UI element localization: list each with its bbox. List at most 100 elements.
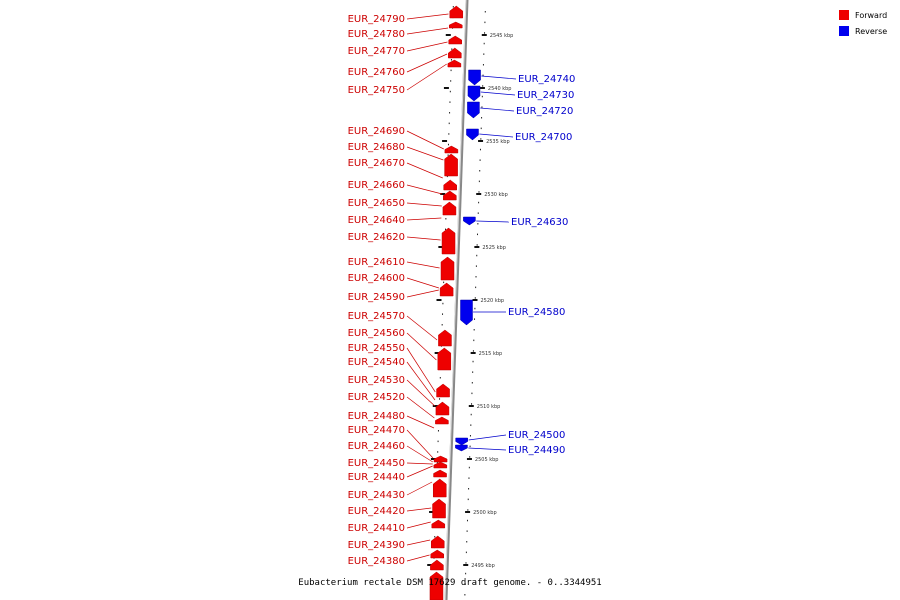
forward-gene-label[interactable]: EUR_24620	[348, 232, 405, 243]
minor-tick	[472, 360, 474, 363]
reverse-gene-arrow[interactable]	[460, 299, 473, 326]
forward-gene-label[interactable]: EUR_24750	[348, 85, 405, 96]
forward-gene-label[interactable]: EUR_24450	[348, 458, 405, 469]
forward-gene-arrow[interactable]	[438, 329, 452, 347]
genome-caption: Eubacterium rectale DSM 17629 draft geno…	[298, 578, 602, 588]
forward-gene-label[interactable]: EUR_24540	[348, 357, 405, 368]
reverse-gene-arrow[interactable]	[455, 444, 468, 452]
reverse-gene-label[interactable]: EUR_24580	[508, 307, 565, 318]
forward-gene-label[interactable]: EUR_24780	[348, 29, 405, 40]
reverse-gene-label[interactable]: EUR_24740	[518, 74, 575, 85]
forward-gene-arrow[interactable]	[448, 47, 462, 59]
minor-tick	[470, 413, 472, 416]
forward-gene-label[interactable]: EUR_24380	[348, 556, 405, 567]
forward-gene-label[interactable]: EUR_24550	[348, 343, 405, 354]
forward-gene-label[interactable]: EUR_24640	[348, 215, 405, 226]
forward-gene-arrow[interactable]	[448, 21, 463, 29]
forward-gene-label[interactable]: EUR_24420	[348, 506, 405, 517]
forward-gene-label[interactable]: EUR_24650	[348, 198, 405, 209]
reverse-gene-label[interactable]: EUR_24720	[516, 106, 573, 117]
forward-gene-label[interactable]: EUR_24690	[348, 126, 405, 137]
forward-gene-label[interactable]: EUR_24460	[348, 441, 405, 452]
forward-gene-label[interactable]: EUR_24470	[348, 425, 405, 436]
forward-gene-arrow[interactable]	[439, 282, 454, 297]
reverse-gene-label[interactable]: EUR_24500	[508, 430, 565, 441]
forward-gene-arrow[interactable]	[436, 383, 450, 398]
forward-gene-label[interactable]: EUR_24570	[348, 311, 405, 322]
forward-gene-arrow[interactable]	[435, 416, 449, 425]
forward-gene-arrow[interactable]	[430, 549, 444, 559]
forward-gene-arrow[interactable]	[448, 35, 462, 45]
forward-gene-arrow[interactable]	[433, 455, 448, 463]
forward-gene-label[interactable]: EUR_24680	[348, 142, 405, 153]
reverse-gene-label[interactable]: EUR_24630	[511, 217, 568, 228]
forward-gene-arrow[interactable]	[440, 256, 455, 281]
forward-gene-arrow[interactable]	[444, 153, 458, 177]
forward-gene-label[interactable]: EUR_24480	[348, 411, 405, 422]
forward-gene-arrow[interactable]	[442, 201, 457, 216]
leader-line	[468, 434, 507, 441]
forward-gene-arrow[interactable]	[430, 535, 445, 549]
reverse-gene-arrow[interactable]	[455, 437, 468, 446]
forward-gene-arrow[interactable]	[430, 559, 444, 571]
forward-gene-label[interactable]: EUR_24670	[348, 158, 405, 169]
forward-gene-label[interactable]: EUR_24600	[348, 273, 405, 284]
forward-gene-label[interactable]: EUR_24590	[348, 292, 405, 303]
forward-gene-label[interactable]: EUR_24760	[348, 67, 405, 78]
forward-gene-arrow[interactable]	[429, 571, 444, 600]
minor-tick	[484, 32, 486, 34]
legend-reverse-label: Reverse	[855, 27, 887, 36]
forward-gene-label[interactable]: EUR_24790	[348, 14, 405, 25]
reverse-gene-label[interactable]: EUR_24700	[515, 132, 572, 143]
forward-gene-label[interactable]: EUR_24410	[348, 523, 405, 534]
tick-label: 2505 kbp	[475, 457, 499, 463]
leader-line	[406, 63, 447, 91]
major-tick	[430, 458, 436, 460]
minor-tick	[449, 90, 451, 93]
forward-gene-arrow[interactable]	[441, 227, 456, 255]
minor-tick	[450, 80, 452, 82]
reverse-gene-arrow[interactable]	[467, 101, 480, 119]
major-tick	[468, 405, 474, 407]
forward-gene-arrow[interactable]	[437, 347, 452, 371]
forward-gene-arrow[interactable]	[447, 59, 462, 68]
forward-gene-label[interactable]: EUR_24660	[348, 180, 405, 191]
forward-gene-arrow[interactable]	[431, 519, 446, 529]
tick-label: 2500 kbp	[473, 510, 497, 516]
reverse-gene-arrow[interactable]	[467, 85, 481, 102]
forward-gene-arrow[interactable]	[435, 401, 450, 416]
forward-gene-label[interactable]: EUR_24610	[348, 257, 405, 268]
forward-gene-label[interactable]: EUR_24560	[348, 328, 405, 339]
forward-gene-arrow[interactable]	[432, 478, 447, 498]
leader-line	[406, 41, 448, 52]
forward-gene-label[interactable]: EUR_24770	[348, 46, 405, 57]
leader-line	[406, 261, 440, 269]
reverse-gene-label[interactable]: EUR_24730	[517, 90, 574, 101]
tick-label: 2545 kbp	[490, 33, 514, 39]
forward-gene-arrow[interactable]	[433, 461, 448, 469]
forward-gene-arrow[interactable]	[443, 179, 457, 191]
forward-gene-arrow[interactable]	[443, 190, 457, 201]
forward-gene-arrow[interactable]	[449, 5, 464, 19]
forward-gene-label[interactable]: EUR_24520	[348, 392, 405, 403]
leader-line	[406, 162, 443, 179]
forward-gene-arrow[interactable]	[433, 469, 447, 478]
reverse-gene-label[interactable]: EUR_24490	[508, 445, 565, 456]
tick-label: 2535 kbp	[486, 139, 510, 145]
forward-gene-label[interactable]: EUR_24390	[348, 540, 405, 551]
minor-tick	[472, 371, 474, 373]
legend: Forward Reverse	[839, 10, 887, 36]
forward-gene-arrow[interactable]	[432, 498, 446, 519]
reverse-gene-arrow[interactable]	[466, 128, 479, 141]
forward-gene-label[interactable]: EUR_24440	[348, 472, 405, 483]
forward-genes: EUR_24790 EUR_24780 EUR_24770 EUR_24760 EUR_…	[348, 5, 464, 600]
forward-gene-arrow[interactable]	[444, 145, 459, 154]
reverse-gene-arrow[interactable]	[463, 216, 476, 226]
minor-tick	[444, 228, 446, 231]
forward-gene-label[interactable]: EUR_24430	[348, 490, 405, 501]
minor-tick	[484, 11, 486, 13]
minor-tick	[479, 159, 481, 161]
forward-gene-label[interactable]: EUR_24530	[348, 375, 405, 386]
reverse-gene-arrow[interactable]	[468, 69, 481, 86]
